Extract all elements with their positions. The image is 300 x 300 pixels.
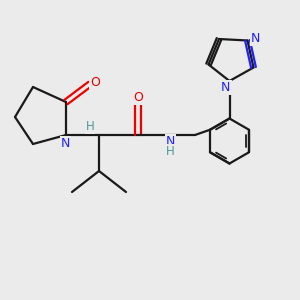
Text: N: N bbox=[166, 135, 175, 148]
Text: H: H bbox=[166, 145, 175, 158]
Text: N: N bbox=[251, 32, 261, 46]
Text: H: H bbox=[85, 120, 94, 133]
Text: O: O bbox=[134, 91, 143, 104]
Text: N: N bbox=[221, 81, 231, 94]
Text: N: N bbox=[61, 137, 70, 150]
Text: O: O bbox=[91, 76, 100, 89]
